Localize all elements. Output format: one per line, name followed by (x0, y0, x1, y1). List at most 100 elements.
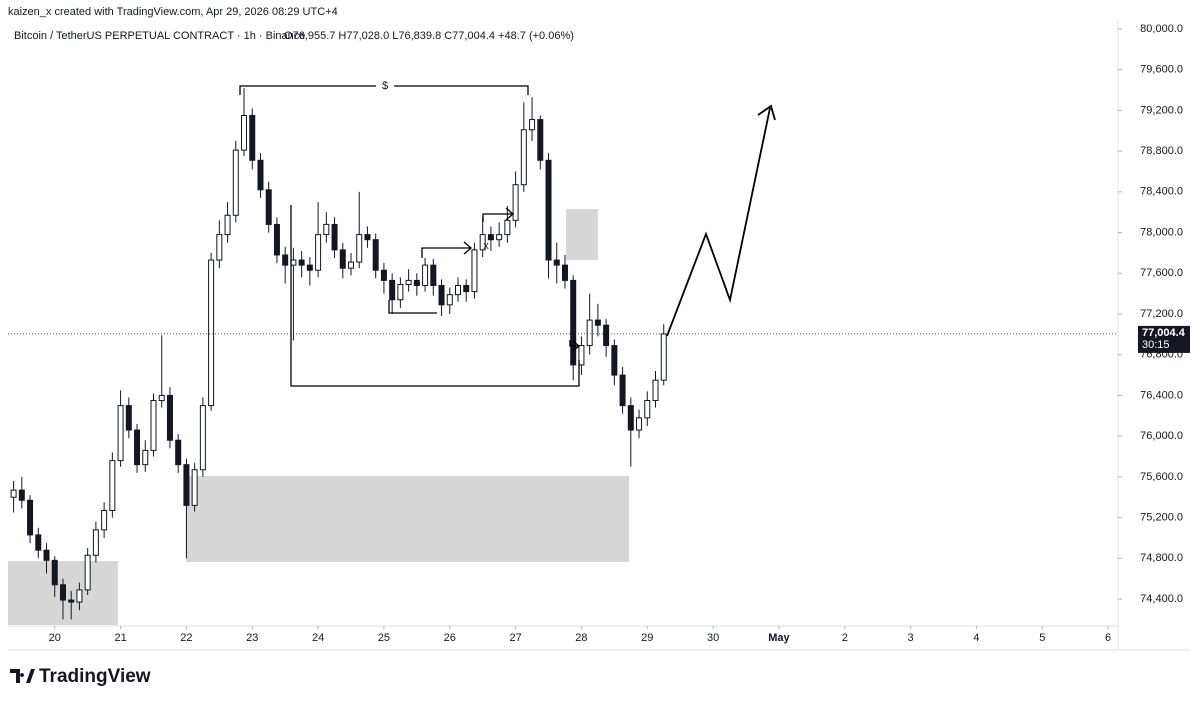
candle-body (241, 114, 248, 151)
annotation: $ (382, 80, 388, 92)
candle-body (142, 449, 149, 466)
plot (10, 88, 667, 620)
candle-body (282, 254, 289, 266)
candle-body (306, 264, 313, 271)
y-tick-label: 76,400.0 (1140, 389, 1183, 401)
bos-line (482, 213, 512, 222)
bos-line (569, 340, 578, 347)
x-tick-label: 20 (49, 632, 61, 644)
candle-body (471, 249, 478, 293)
y-tick-label: 77,600.0 (1140, 267, 1183, 279)
candle-body (43, 549, 50, 561)
candle-body (249, 114, 256, 161)
y-tick-label: 78,000.0 (1140, 226, 1183, 238)
candle-body (627, 405, 634, 431)
candle-body (586, 319, 593, 347)
candle-body (18, 489, 25, 501)
candle-body (298, 259, 305, 266)
x-tick-label: 28 (575, 632, 587, 644)
candle-body (315, 234, 322, 271)
candle-body (660, 333, 667, 381)
candle-body (553, 259, 560, 266)
bos-line (421, 247, 470, 258)
y-tick-label: 79,200.0 (1140, 104, 1183, 116)
candle-body (175, 439, 182, 466)
candle-body (216, 234, 223, 261)
candle-body (561, 264, 568, 281)
candle-body (199, 405, 206, 471)
x-tick-label: 3 (908, 632, 914, 644)
candle-body (537, 119, 544, 161)
liquidity-line (394, 85, 529, 95)
range-line (388, 300, 437, 314)
y-tick-label: 77,200.0 (1140, 308, 1183, 320)
y-tick-label: 78,800.0 (1140, 145, 1183, 157)
candle-body (208, 259, 215, 407)
candle-body (520, 129, 527, 186)
candle-body (422, 264, 429, 286)
candle-body (487, 234, 494, 241)
candle-body (413, 279, 420, 286)
candle-body (619, 374, 626, 407)
x-tick-label: 30 (707, 632, 719, 644)
candle-body (438, 284, 445, 306)
annotation: x (483, 240, 489, 252)
candle-body (578, 345, 585, 366)
symbol: Bitcoin / TetherUS PERPETUAL CONTRACT · … (14, 30, 305, 42)
x-tick-label: 29 (641, 632, 653, 644)
candle-body (603, 324, 610, 347)
candle-body (372, 239, 379, 271)
arrow-head (757, 104, 776, 121)
y-tick-label: 76,000.0 (1140, 430, 1183, 442)
candle-body (380, 269, 387, 281)
candle-body (51, 559, 58, 586)
candle-body (496, 234, 503, 241)
logo-icon (10, 669, 35, 683)
candle-body (290, 259, 297, 266)
candle-body (454, 284, 461, 296)
drawings (239, 85, 776, 387)
y-tick-label: 79,600.0 (1140, 64, 1183, 76)
candle-body (331, 223, 338, 251)
y-tick-label: 78,400.0 (1140, 186, 1183, 198)
logo-text: TradingView (39, 666, 151, 687)
credit: kaizen_x created with TradingView.com, A… (8, 6, 338, 18)
candle-body (150, 400, 157, 451)
candle-body (512, 184, 519, 221)
candle-body (405, 279, 412, 285)
candle-body (10, 489, 17, 498)
candle-body (611, 345, 618, 376)
candle-body (158, 394, 165, 402)
arrow-head (463, 241, 472, 255)
candle-body (191, 469, 198, 506)
candle-body (397, 283, 404, 301)
x-tick-label: 22 (180, 632, 192, 644)
candle-body (92, 529, 99, 556)
ohlc: O76,955.7 H77,028.0 L76,839.8 C77,004.4 … (284, 30, 574, 42)
candle-body (183, 464, 190, 506)
candle-body (117, 405, 124, 462)
candle-body (529, 119, 536, 131)
x-tick-label: 26 (444, 632, 456, 644)
logo: TradingView (10, 666, 151, 687)
y-tick-label: 80,000.0 (1140, 23, 1183, 35)
candle-body (101, 509, 108, 531)
candle-body (594, 319, 601, 326)
candle-body (545, 159, 552, 261)
candle-body (389, 279, 396, 301)
candle-body (323, 223, 330, 236)
arrow-head (505, 207, 514, 221)
x-tick-label: 21 (114, 632, 126, 644)
candle-body (504, 219, 511, 236)
candle-body (446, 294, 453, 306)
candle-body (265, 189, 272, 225)
candle-body (125, 405, 132, 431)
x-tick-label: 6 (1105, 632, 1111, 644)
x-tick-label: 5 (1039, 632, 1045, 644)
y-tick-label: 74,400.0 (1140, 593, 1183, 605)
range-line (290, 205, 580, 387)
zone (566, 209, 598, 260)
candle-body (339, 249, 346, 269)
